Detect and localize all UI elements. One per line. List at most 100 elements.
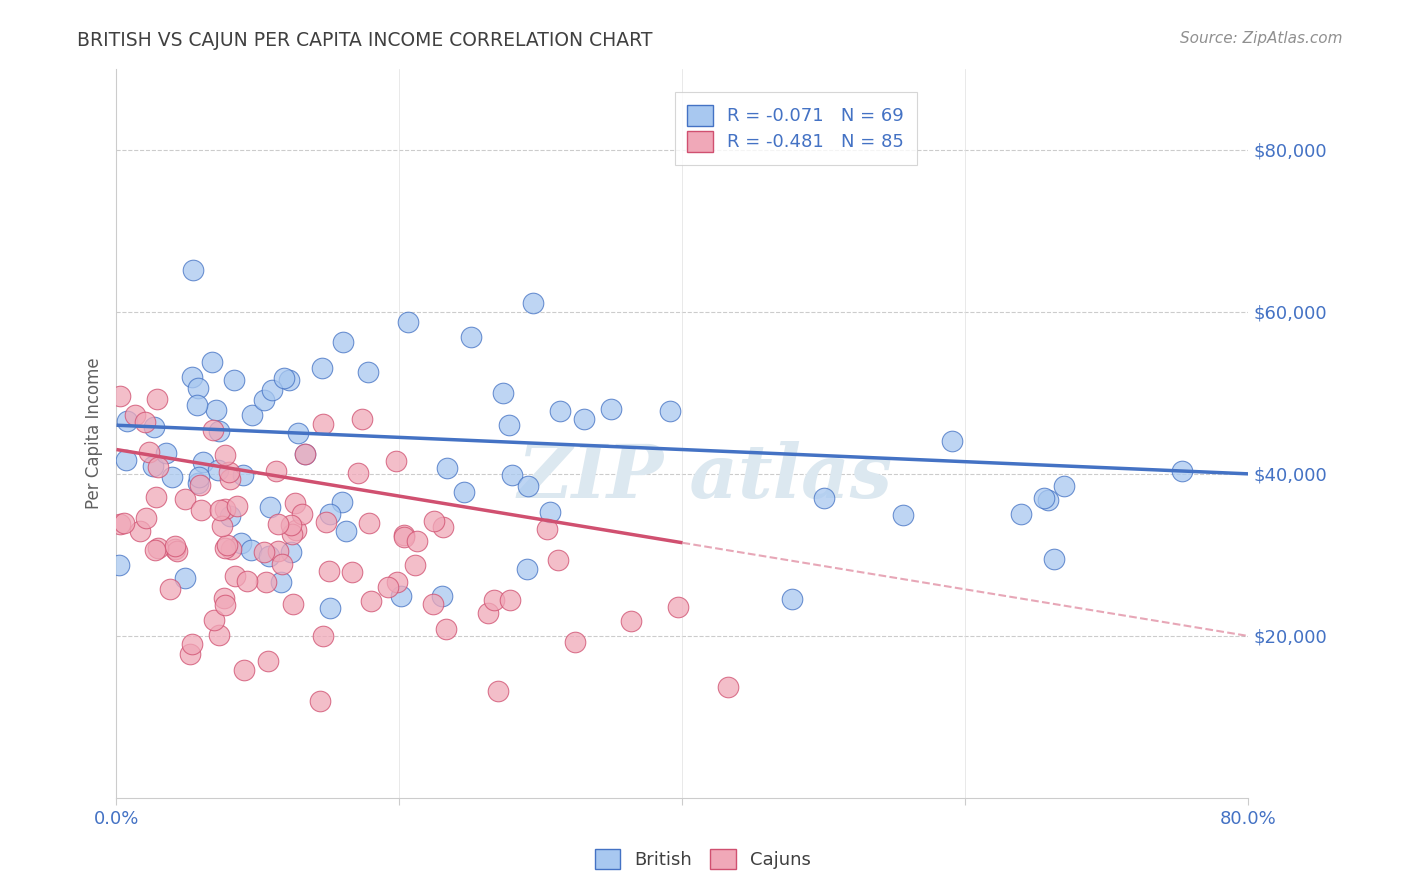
Point	[273, 371, 295, 385]
Point	[207, 463, 229, 477]
Point	[163, 542, 186, 557]
Point	[155, 446, 177, 460]
Point	[312, 417, 335, 432]
Point	[257, 549, 280, 564]
Point	[548, 404, 571, 418]
Point	[477, 606, 499, 620]
Point	[267, 517, 290, 532]
Point	[434, 622, 457, 636]
Point	[214, 541, 236, 556]
Point	[1038, 492, 1060, 507]
Point	[499, 593, 522, 607]
Point	[219, 542, 242, 557]
Point	[166, 544, 188, 558]
Point	[253, 393, 276, 408]
Point	[315, 516, 337, 530]
Point	[294, 447, 316, 461]
Point	[1171, 464, 1194, 478]
Point	[186, 398, 208, 412]
Point	[658, 404, 681, 418]
Point	[266, 463, 288, 477]
Point	[405, 534, 427, 549]
Point	[281, 597, 304, 611]
Point	[891, 508, 914, 522]
Point	[941, 434, 963, 448]
Text: BRITISH VS CAJUN PER CAPITA INCOME CORRELATION CHART: BRITISH VS CAJUN PER CAPITA INCOME CORRE…	[77, 31, 652, 50]
Point	[423, 514, 446, 528]
Point	[217, 538, 239, 552]
Point	[208, 628, 231, 642]
Point	[392, 527, 415, 541]
Point	[146, 459, 169, 474]
Point	[404, 558, 426, 572]
Point	[291, 507, 314, 521]
Point	[181, 369, 204, 384]
Point	[547, 552, 569, 566]
Text: Source: ZipAtlas.com: Source: ZipAtlas.com	[1180, 31, 1343, 46]
Point	[270, 575, 292, 590]
Point	[357, 365, 380, 379]
Point	[205, 403, 228, 417]
Point	[312, 629, 335, 643]
Point	[181, 263, 204, 277]
Point	[347, 466, 370, 480]
Point	[668, 599, 690, 614]
Point	[202, 613, 225, 627]
Point	[108, 389, 131, 403]
Point	[179, 647, 201, 661]
Point	[187, 381, 209, 395]
Point	[389, 590, 412, 604]
Point	[280, 545, 302, 559]
Point	[280, 517, 302, 532]
Point	[319, 507, 342, 521]
Point	[159, 582, 181, 596]
Point	[342, 565, 364, 579]
Point	[287, 426, 309, 441]
Point	[536, 522, 558, 536]
Point	[492, 385, 515, 400]
Point	[214, 448, 236, 462]
Point	[392, 530, 415, 544]
Point	[226, 499, 249, 513]
Point	[453, 485, 475, 500]
Point	[254, 575, 277, 590]
Point	[173, 571, 195, 585]
Point	[224, 374, 246, 388]
Point	[207, 424, 229, 438]
Point	[330, 494, 353, 508]
Point	[219, 472, 242, 486]
Legend: British, Cajuns: British, Cajuns	[586, 839, 820, 879]
Point	[377, 580, 399, 594]
Point	[436, 461, 458, 475]
Point	[600, 401, 623, 416]
Point	[174, 491, 197, 506]
Point	[498, 418, 520, 433]
Point	[1033, 491, 1056, 506]
Point	[564, 635, 586, 649]
Point	[385, 575, 408, 590]
Point	[146, 541, 169, 556]
Point	[308, 694, 330, 708]
Point	[360, 594, 382, 608]
Point	[236, 574, 259, 589]
Point	[501, 467, 523, 482]
Text: ZIP atlas: ZIP atlas	[517, 441, 893, 514]
Point	[311, 361, 333, 376]
Point	[211, 518, 233, 533]
Point	[202, 423, 225, 437]
Point	[208, 503, 231, 517]
Point	[240, 408, 263, 422]
Point	[219, 509, 242, 524]
Point	[145, 491, 167, 505]
Point	[114, 452, 136, 467]
Point	[335, 524, 357, 538]
Point	[191, 455, 214, 469]
Point	[108, 516, 131, 531]
Point	[516, 562, 538, 576]
Point	[124, 408, 146, 422]
Point	[115, 414, 138, 428]
Point	[332, 335, 354, 350]
Point	[143, 543, 166, 558]
Point	[135, 510, 157, 524]
Point	[398, 315, 420, 329]
